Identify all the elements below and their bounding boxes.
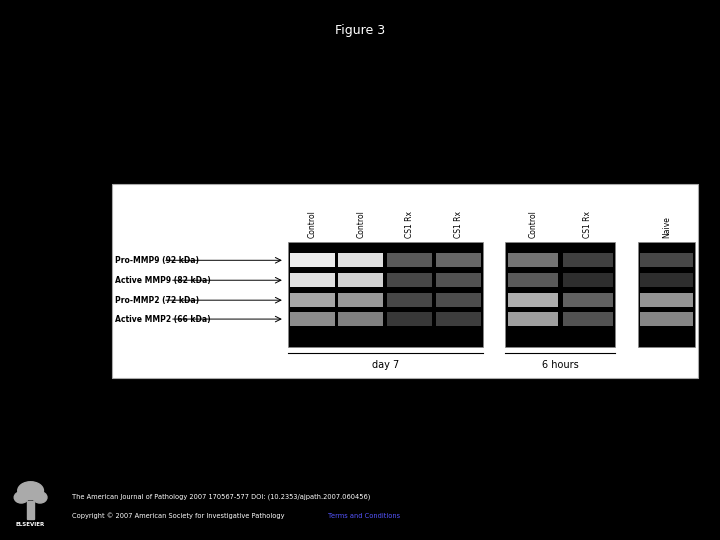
Bar [562,253,613,267]
Bar [112,184,698,378]
Text: Control: Control [356,210,366,238]
Bar [387,293,432,307]
Text: CS1 Rx: CS1 Rx [454,211,463,238]
Bar [508,293,558,307]
Text: Active MMP9 (82 kDa): Active MMP9 (82 kDa) [115,276,211,285]
Bar [505,242,616,347]
Bar [562,312,613,326]
Bar [640,253,693,267]
Text: The American Journal of Pathology 2007 170567-577 DOI: (10.2353/ajpath.2007.0604: The American Journal of Pathology 2007 1… [72,493,370,500]
Bar [289,273,335,287]
Bar [436,273,481,287]
Text: Pro-MMP9 (92 kDa): Pro-MMP9 (92 kDa) [115,256,199,265]
Bar [338,273,384,287]
Bar [562,273,613,287]
Bar [289,253,335,267]
Text: Naive: Naive [662,215,671,238]
Bar [387,273,432,287]
Text: CS1 Rx: CS1 Rx [405,211,414,238]
Text: Control: Control [307,210,317,238]
Bar [338,293,384,307]
Text: CS1 Rx: CS1 Rx [583,211,593,238]
Bar [436,253,481,267]
Bar [436,312,481,326]
Bar [640,273,693,287]
Text: Control: Control [528,210,537,238]
Ellipse shape [18,482,43,500]
Bar [638,242,695,347]
Bar [338,312,384,326]
Bar [562,293,613,307]
Text: ELSEVIER: ELSEVIER [16,522,45,526]
Text: Terms and Conditions: Terms and Conditions [328,514,400,519]
Text: Pro-MMP2 (72 kDa): Pro-MMP2 (72 kDa) [115,296,199,305]
Text: Active MMP2 (66 kDa): Active MMP2 (66 kDa) [115,315,211,323]
Bar [387,312,432,326]
Ellipse shape [14,492,28,503]
Text: Copyright © 2007 American Society for Investigative Pathology: Copyright © 2007 American Society for In… [72,513,289,519]
Bar [640,293,693,307]
Bar [289,312,335,326]
Bar [640,312,693,326]
Bar [288,242,483,347]
Text: Figure 3: Figure 3 [335,24,385,37]
Bar [436,293,481,307]
Bar [508,312,558,326]
Text: 6 hours: 6 hours [542,360,579,370]
Bar [508,253,558,267]
Bar [387,253,432,267]
Bar [338,253,384,267]
Ellipse shape [33,492,47,503]
Text: day 7: day 7 [372,360,399,370]
Bar [508,273,558,287]
Bar [289,293,335,307]
Bar [27,501,35,519]
